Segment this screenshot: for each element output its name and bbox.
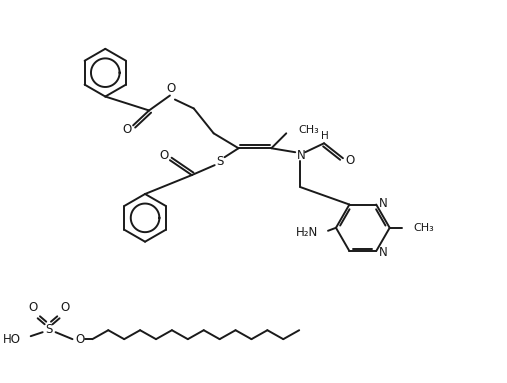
- Text: O: O: [28, 301, 38, 314]
- Text: H₂N: H₂N: [296, 226, 318, 239]
- Text: O: O: [159, 149, 169, 162]
- Text: N: N: [297, 149, 306, 162]
- Text: S: S: [216, 155, 223, 168]
- Text: O: O: [166, 82, 175, 95]
- Text: O: O: [60, 301, 69, 314]
- Text: O: O: [345, 154, 354, 167]
- Text: O: O: [76, 333, 85, 346]
- Text: N: N: [379, 246, 387, 259]
- Text: O: O: [123, 123, 132, 136]
- Text: CH₃: CH₃: [298, 125, 319, 135]
- Text: S: S: [45, 323, 52, 336]
- Text: H: H: [321, 131, 329, 141]
- Text: CH₃: CH₃: [414, 223, 434, 233]
- Text: HO: HO: [3, 333, 21, 346]
- Text: N: N: [379, 197, 387, 210]
